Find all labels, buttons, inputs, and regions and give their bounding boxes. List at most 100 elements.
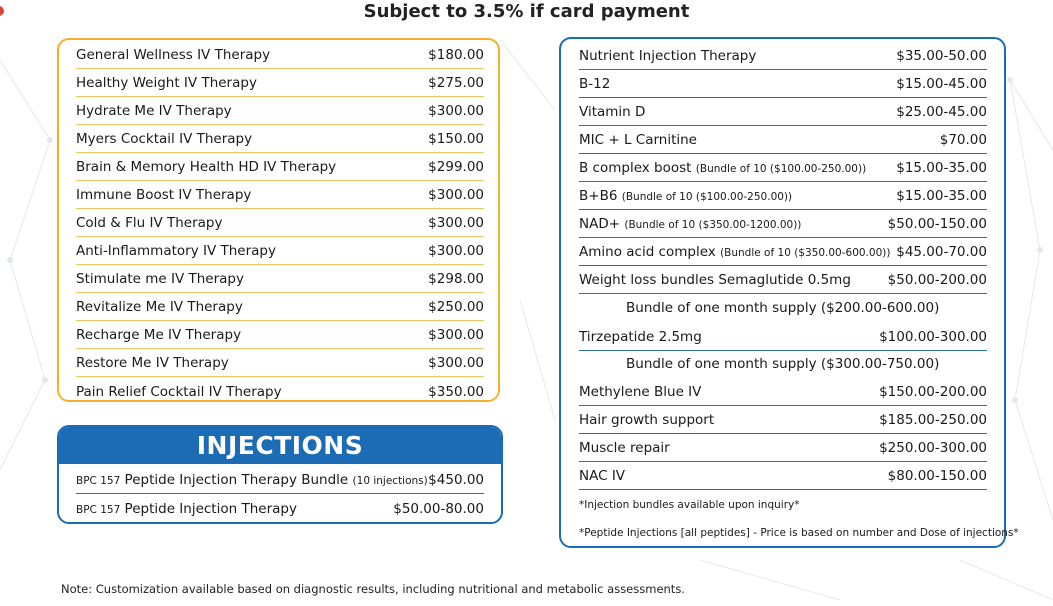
iv-therapy-name: Myers Cocktail IV Therapy <box>76 131 253 147</box>
iv-therapy-row: Hydrate Me IV Therapy $300.00 <box>76 98 484 125</box>
nutrient-name: Hair growth support <box>579 412 715 428</box>
iv-therapy-row: Brain & Memory Health HD IV Therapy $299.… <box>76 154 484 181</box>
nutrient-name: NAD+ <box>579 216 621 232</box>
nutrient-name-cell: Vitamin D <box>579 104 645 120</box>
nutrient-row: Methylene Blue IV $150.00-200.00 <box>579 379 987 406</box>
iv-therapy-price: $350.00 <box>428 383 484 400</box>
iv-therapy-name: Cold & Flu IV Therapy <box>76 215 223 231</box>
iv-therapy-name: Anti-Inflammatory IV Therapy <box>76 243 276 259</box>
nutrient-row: Muscle repair $250.00-300.00 <box>579 435 987 462</box>
nutrient-price: $35.00-50.00 <box>896 48 987 64</box>
iv-therapy-price: $250.00 <box>428 299 484 315</box>
iv-therapy-name: Immune Boost IV Therapy <box>76 187 252 203</box>
nutrient-price: $25.00-45.00 <box>896 104 987 120</box>
nutrient-name: Nutrient Injection Therapy <box>579 48 757 64</box>
iv-therapy-row: Restore Me IV Therapy $300.00 <box>76 350 484 377</box>
nutrient-row: B complex boost (Bundle of 10 ($100.00-2… <box>579 155 987 182</box>
nutrient-name: Muscle repair <box>579 440 670 456</box>
nutrient-price: $80.00-150.00 <box>887 468 987 484</box>
nutrient-name-cell: MIC + L Carnitine <box>579 132 697 148</box>
iv-therapy-price: $300.00 <box>428 187 484 203</box>
iv-therapy-price: $300.00 <box>428 103 484 119</box>
nutrient-row: NAD+ (Bundle of 10 ($350.00-1200.00)) $50… <box>579 211 987 238</box>
customization-footer-note: Note: Customization available based on d… <box>61 582 685 596</box>
injection-name: Peptide Injection Therapy Bundle <box>124 472 349 488</box>
iv-therapy-row: Anti-Inflammatory IV Therapy $300.00 <box>76 238 484 265</box>
iv-therapy-row: Recharge Me IV Therapy $300.00 <box>76 322 484 349</box>
nutrient-row: Nutrient Injection Therapy $35.00-50.00 <box>579 43 987 70</box>
iv-therapy-price: $180.00 <box>428 47 484 63</box>
nutrient-price: $50.00-200.00 <box>887 272 987 288</box>
peptides-note: *Peptide Injections [all peptides] - Pri… <box>579 527 1019 539</box>
iv-therapy-name: Stimulate me IV Therapy <box>76 271 244 287</box>
nutrient-bundle-note: (Bundle of 10 ($100.00-250.00)) <box>695 163 867 175</box>
nutrient-price: $70.00 <box>939 132 987 148</box>
injection-price: $50.00-80.00 <box>393 500 484 517</box>
iv-therapy-name: Brain & Memory Health HD IV Therapy <box>76 159 337 175</box>
iv-therapy-row: Cold & Flu IV Therapy $300.00 <box>76 210 484 237</box>
injection-price: $450.00 <box>428 472 484 488</box>
iv-therapy-name: Hydrate Me IV Therapy <box>76 103 232 119</box>
iv-therapy-row: Healthy Weight IV Therapy $275.00 <box>76 70 484 97</box>
iv-therapy-price: $150.00 <box>428 131 484 147</box>
iv-therapy-row: Revitalize Me IV Therapy $250.00 <box>76 294 484 321</box>
iv-therapy-price: $275.00 <box>428 75 484 91</box>
iv-therapy-price: $300.00 <box>428 215 484 231</box>
nutrient-price: $15.00-35.00 <box>896 188 987 204</box>
nutrient-bundle-note: (Bundle of 10 ($350.00-1200.00)) <box>624 219 802 231</box>
nutrient-price: $15.00-45.00 <box>896 76 987 92</box>
nutrient-row: B-12 $15.00-45.00 <box>579 71 987 98</box>
nutrient-row: Amino acid complex (Bundle of 10 ($350.0… <box>579 239 987 266</box>
nutrient-name-cell: Nutrient Injection Therapy <box>579 48 756 64</box>
nutrient-row: B+B6 (Bundle of 10 ($100.00-250.00)) $15.… <box>579 183 987 210</box>
tirzepatide-bundle-line: Bundle of one month supply ($300.00-750.… <box>626 356 940 372</box>
injections-price-panel: INJECTIONS BPC 157 Peptide Injection The… <box>57 425 503 524</box>
iv-therapy-price: $298.00 <box>428 271 484 287</box>
nutrient-name: NAC IV <box>579 468 626 484</box>
nutrient-injection-price-panel: Nutrient Injection Therapy $35.00-50.00 B-… <box>559 37 1019 548</box>
nutrient-bundle-note: (Bundle of 10 ($350.00-600.00)) <box>720 247 891 259</box>
nutrient-bundle-note: (Bundle of 10 ($100.00-250.00)) <box>621 191 793 203</box>
nutrient-name-cell: Weight loss bundles Semaglutide 0.5mg <box>579 272 851 288</box>
nutrient-name-cell: B+B6 (Bundle of 10 ($100.00-250.00)) <box>579 188 792 204</box>
nutrient-price: $50.00-150.00 <box>887 216 987 232</box>
iv-therapy-row: Pain Relief Cocktail IV Therapy $350.00 <box>76 378 484 405</box>
iv-therapy-name: Pain Relief Cocktail IV Therapy <box>76 383 282 400</box>
nutrient-row: Vitamin D $25.00-45.00 <box>579 99 987 126</box>
tirzepatide-row: Tirzepatide 2.5mg $100.00-300.00 <box>579 324 987 351</box>
nutrient-row: Weight loss bundles Semaglutide 0.5mg $50… <box>579 267 987 294</box>
nutrient-name: B complex boost <box>579 160 692 176</box>
nutrient-name: B-12 <box>579 76 611 92</box>
nutrient-name: B+B6 <box>579 188 618 204</box>
nutrient-name-cell: NAD+ (Bundle of 10 ($350.00-1200.00)) <box>579 216 801 232</box>
injection-row: BPC 157 Peptide Injection Therapy $50.00… <box>76 495 484 522</box>
nutrient-price: $150.00-200.00 <box>879 384 987 400</box>
iv-therapy-price: $300.00 <box>428 243 484 259</box>
nutrient-name: Weight loss bundles Semaglutide 0.5mg <box>579 272 851 288</box>
corner-accent-dot <box>0 6 4 16</box>
injection-prefix: BPC 157 <box>76 503 121 516</box>
nutrient-name: Methylene Blue IV <box>579 384 702 400</box>
tirzepatide-price: $100.00-300.00 <box>879 329 987 345</box>
nutrient-name-cell: Amino acid complex (Bundle of 10 ($350.0… <box>579 244 890 260</box>
nutrient-price: $250.00-300.00 <box>879 440 987 456</box>
iv-therapy-price: $300.00 <box>428 327 484 343</box>
nutrient-row: MIC + L Carnitine $70.00 <box>579 127 987 154</box>
iv-therapy-row: Stimulate me IV Therapy $298.00 <box>76 266 484 293</box>
semaglutide-bundle-line: Bundle of one month supply ($200.00-600.… <box>626 300 940 316</box>
iv-therapy-name: General Wellness IV Therapy <box>76 47 271 63</box>
iv-therapy-name: Recharge Me IV Therapy <box>76 327 242 343</box>
iv-therapy-row: Myers Cocktail IV Therapy $150.00 <box>76 126 484 153</box>
injections-heading: INJECTIONS <box>59 427 501 464</box>
nutrient-name: Vitamin D <box>579 104 646 120</box>
iv-therapy-row: Immune Boost IV Therapy $300.00 <box>76 182 484 209</box>
iv-therapy-name: Restore Me IV Therapy <box>76 355 229 371</box>
nutrient-row: NAC IV $80.00-150.00 <box>579 463 987 490</box>
nutrient-name: Amino acid complex <box>579 244 716 260</box>
nutrient-price: $45.00-70.00 <box>896 244 987 260</box>
iv-therapy-price: $300.00 <box>428 355 484 371</box>
card-payment-notice: Subject to 3.5% if card payment <box>363 1 690 22</box>
iv-therapy-price: $299.00 <box>428 159 484 175</box>
nutrient-row: Hair growth support $185.00-250.00 <box>579 407 987 434</box>
tirzepatide-name: Tirzepatide 2.5mg <box>579 329 702 345</box>
